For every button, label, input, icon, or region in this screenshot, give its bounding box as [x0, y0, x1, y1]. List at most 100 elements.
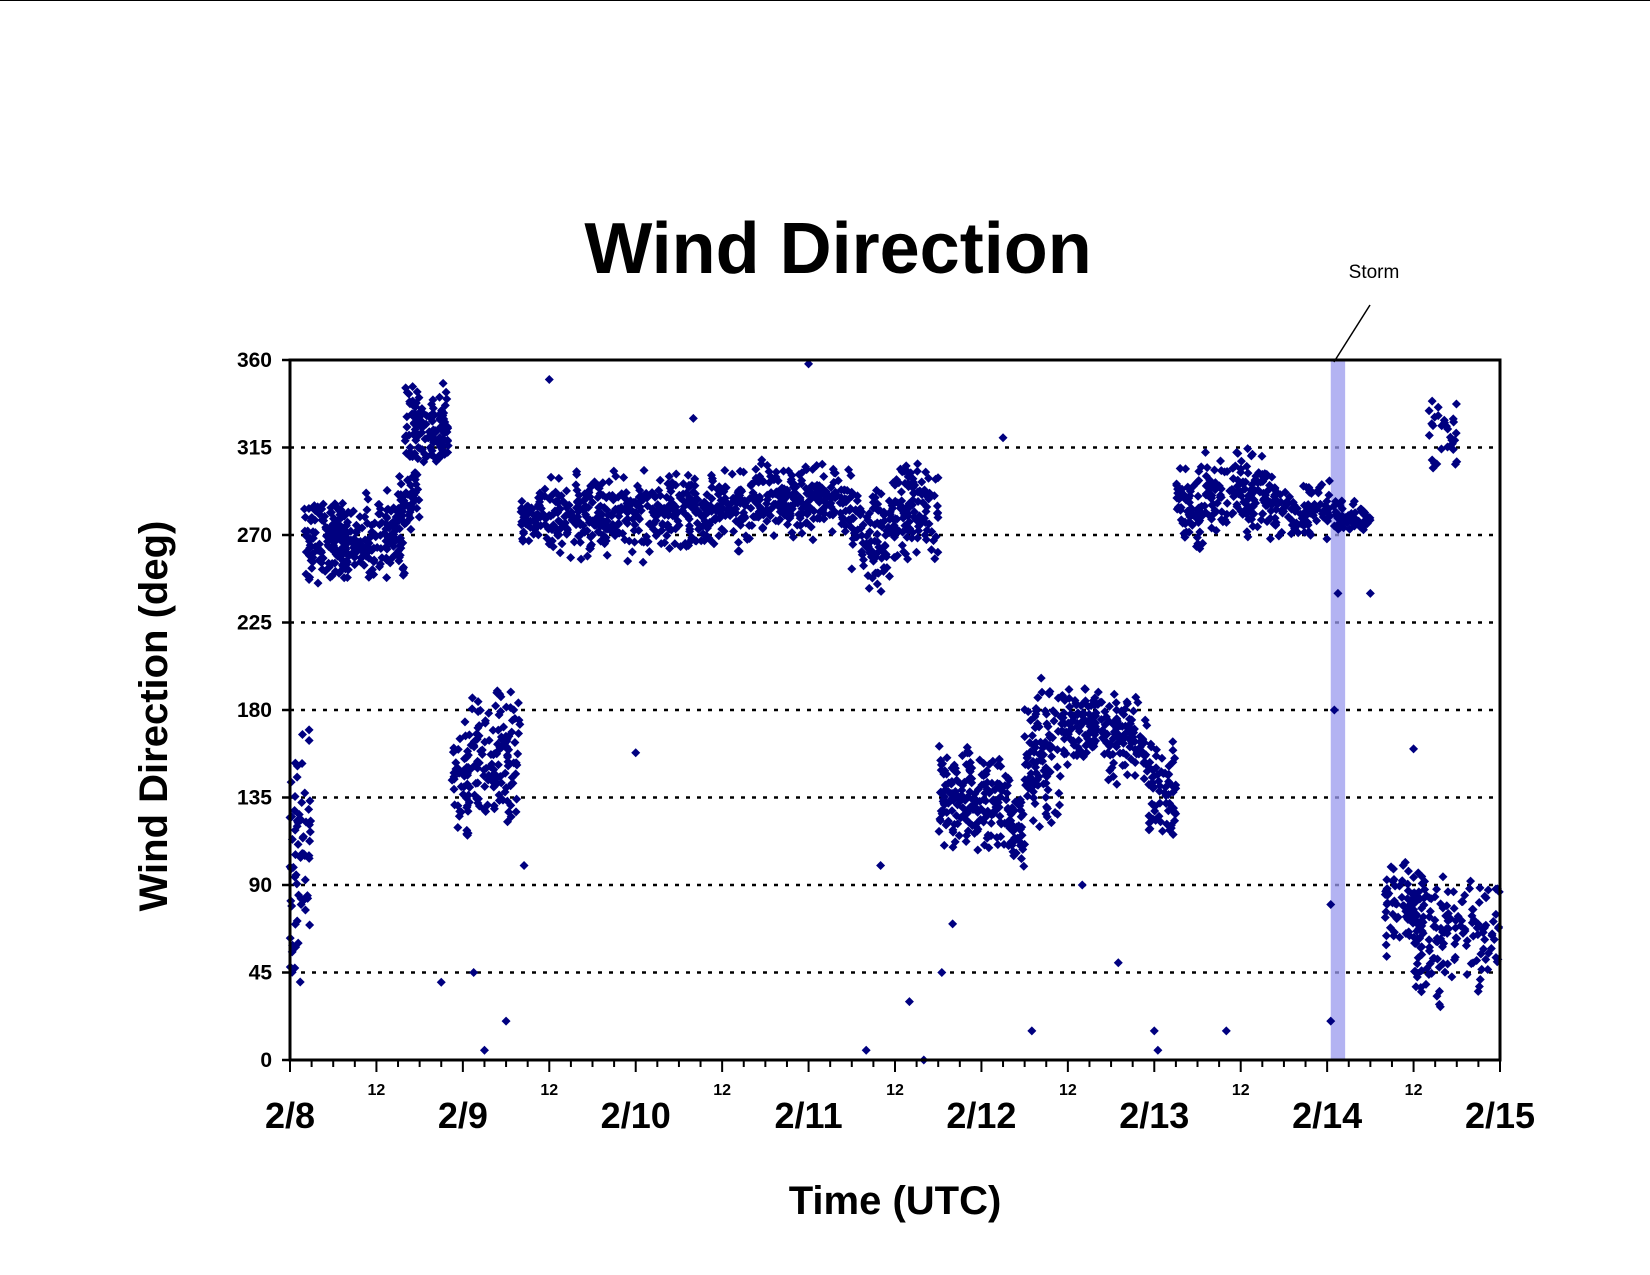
data-point: [924, 519, 934, 529]
data-point: [981, 796, 991, 806]
data-point: [599, 502, 609, 512]
data-point: [870, 520, 880, 530]
data-point: [387, 532, 397, 542]
x-date-label: 2/11: [775, 1095, 843, 1136]
data-point: [509, 705, 519, 715]
data-point: [400, 436, 410, 446]
data-point: [655, 475, 665, 485]
data-point: [694, 508, 704, 518]
data-point: [546, 511, 556, 521]
data-point: [343, 528, 353, 538]
data-point: [1093, 687, 1103, 697]
data-point: [841, 495, 851, 505]
data-point: [1038, 779, 1048, 789]
data-point: [1104, 701, 1114, 711]
data-point: [1063, 729, 1073, 739]
data-point: [1037, 687, 1047, 697]
data-point: [472, 730, 482, 740]
data-point: [511, 807, 521, 817]
data-point: [678, 495, 688, 505]
data-point: [1465, 884, 1475, 894]
data-point: [484, 708, 494, 718]
data-point: [972, 818, 982, 828]
data-point: [808, 535, 818, 545]
data-point: [942, 753, 952, 763]
x-date-label: 2/8: [265, 1095, 315, 1136]
data-point: [414, 512, 424, 522]
data-point: [463, 806, 473, 816]
data-point: [861, 1045, 871, 1055]
chart-title: Wind Direction: [584, 209, 1091, 289]
data-point: [487, 759, 497, 769]
data-point: [782, 485, 792, 495]
data-point: [454, 811, 464, 821]
data-point: [1149, 1026, 1159, 1036]
data-point: [453, 744, 463, 754]
data-point: [934, 741, 944, 751]
data-point: [414, 495, 424, 505]
data-point: [1131, 692, 1141, 702]
data-point: [784, 466, 794, 476]
data-point: [747, 520, 757, 530]
data-point: [524, 536, 534, 546]
data-point: [1488, 916, 1498, 926]
data-point: [888, 503, 898, 513]
data-point: [342, 556, 352, 566]
data-point: [778, 502, 788, 512]
data-point: [1108, 771, 1118, 781]
data-point: [507, 779, 517, 789]
data-point: [396, 543, 406, 553]
data-point: [665, 503, 675, 513]
data-point: [1146, 739, 1156, 749]
data-point: [1100, 720, 1110, 730]
data-point: [514, 728, 524, 738]
data-point: [305, 920, 315, 930]
data-point: [561, 511, 571, 521]
data-point: [401, 500, 411, 510]
data-point: [948, 919, 958, 929]
data-point: [633, 481, 643, 491]
data-point: [894, 526, 904, 536]
x-date-label: 2/13: [1119, 1095, 1189, 1136]
data-point: [1193, 517, 1203, 527]
data-point: [1031, 762, 1041, 772]
data-point: [292, 879, 302, 889]
data-point: [1193, 539, 1203, 549]
data-point: [501, 1016, 511, 1026]
data-point: [290, 825, 300, 835]
data-point: [507, 773, 517, 783]
data-point: [762, 516, 772, 526]
data-point: [473, 723, 483, 733]
data-point: [1097, 697, 1107, 707]
data-point: [858, 555, 868, 565]
data-point: [797, 528, 807, 538]
data-point: [797, 468, 807, 478]
data-point: [300, 788, 310, 798]
data-point: [954, 831, 964, 841]
data-point: [506, 812, 516, 822]
data-point: [1027, 1026, 1037, 1036]
data-point: [896, 487, 906, 497]
data-point: [404, 389, 414, 399]
data-point: [690, 474, 700, 484]
data-point: [664, 522, 674, 532]
data-point: [602, 550, 612, 560]
data-point: [327, 571, 337, 581]
data-point: [1130, 758, 1140, 768]
data-point: [460, 717, 470, 727]
data-point: [576, 554, 586, 564]
data-point: [1102, 729, 1112, 739]
data-point: [506, 687, 516, 697]
data-point: [664, 471, 674, 481]
data-point: [395, 524, 405, 534]
data-point: [1409, 744, 1419, 754]
data-point: [420, 449, 430, 459]
data-point: [769, 531, 779, 541]
x-hour-label: 12: [1232, 1082, 1250, 1099]
data-point: [773, 516, 783, 526]
data-point: [494, 710, 504, 720]
data-point: [338, 549, 348, 559]
data-point: [788, 489, 798, 499]
data-point: [463, 750, 473, 760]
data-point: [1099, 749, 1109, 759]
